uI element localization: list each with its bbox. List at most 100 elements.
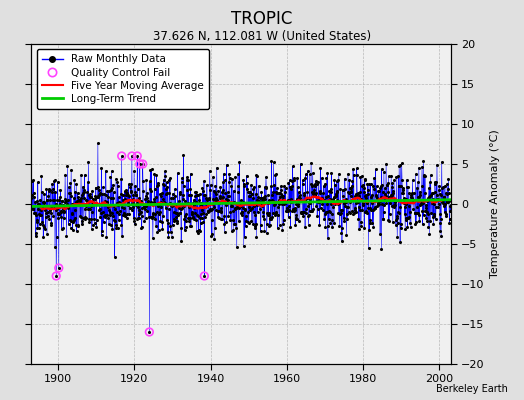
Point — [163, 190, 171, 196]
Point — [104, 204, 112, 210]
Point — [81, 214, 90, 220]
Point — [269, 198, 278, 204]
Point — [368, 183, 377, 190]
Point — [412, 210, 421, 217]
Point — [431, 189, 440, 195]
Point — [128, 196, 137, 203]
Point — [62, 198, 70, 204]
Point — [192, 228, 201, 234]
Point — [389, 188, 398, 194]
Point — [238, 209, 246, 216]
Point — [344, 189, 353, 196]
Point — [178, 205, 187, 211]
Point — [245, 189, 253, 195]
Point — [367, 200, 376, 206]
Point — [441, 201, 450, 208]
Point — [71, 189, 80, 195]
Point — [156, 191, 165, 198]
Point — [208, 206, 216, 213]
Point — [128, 204, 137, 210]
Point — [66, 180, 74, 186]
Point — [436, 216, 445, 222]
Point — [161, 173, 169, 180]
Point — [164, 234, 172, 240]
Point — [224, 197, 232, 203]
Point — [103, 212, 111, 219]
Point — [361, 176, 369, 182]
Point — [53, 178, 62, 185]
Point — [43, 208, 52, 215]
Point — [212, 190, 221, 197]
Point — [387, 173, 396, 180]
Point — [79, 183, 87, 190]
Point — [83, 202, 92, 208]
Point — [47, 221, 56, 228]
Point — [305, 200, 313, 207]
Point — [127, 201, 136, 208]
Point — [50, 203, 59, 209]
Point — [260, 184, 269, 190]
Point — [178, 175, 186, 181]
Point — [351, 204, 359, 211]
Point — [298, 210, 306, 216]
Point — [288, 177, 297, 184]
Point — [238, 201, 246, 207]
Point — [328, 217, 336, 223]
Point — [277, 183, 285, 189]
Point — [250, 209, 258, 215]
Point — [383, 182, 391, 188]
Point — [396, 239, 405, 245]
Point — [151, 210, 159, 217]
Point — [162, 179, 171, 186]
Point — [314, 197, 323, 203]
Point — [234, 171, 242, 177]
Point — [94, 140, 102, 146]
Point — [282, 207, 291, 214]
Point — [82, 215, 90, 221]
Point — [246, 189, 254, 195]
Point — [158, 181, 167, 187]
Point — [151, 193, 160, 200]
Point — [61, 196, 69, 202]
Point — [133, 200, 141, 206]
Point — [143, 203, 151, 210]
Point — [82, 196, 91, 203]
Point — [343, 204, 352, 210]
Point — [317, 196, 325, 202]
Point — [36, 196, 44, 203]
Point — [252, 221, 260, 227]
Point — [55, 211, 63, 217]
Point — [198, 207, 206, 213]
Point — [389, 189, 397, 196]
Point — [256, 228, 265, 234]
Point — [139, 204, 148, 210]
Point — [51, 244, 59, 250]
Point — [125, 193, 134, 199]
Point — [42, 197, 51, 203]
Point — [290, 175, 298, 181]
Point — [322, 194, 330, 200]
Point — [444, 176, 453, 182]
Point — [38, 219, 46, 226]
Point — [232, 224, 240, 231]
Point — [45, 216, 53, 222]
Point — [336, 210, 345, 216]
Point — [249, 186, 257, 192]
Point — [335, 198, 344, 204]
Point — [395, 183, 403, 189]
Point — [52, 273, 60, 279]
Point — [123, 215, 131, 221]
Point — [408, 195, 417, 202]
Point — [429, 213, 437, 220]
Point — [446, 201, 455, 208]
Point — [436, 190, 445, 197]
Point — [79, 189, 87, 196]
Point — [335, 171, 343, 177]
Point — [185, 218, 193, 224]
Point — [333, 196, 341, 203]
Point — [284, 180, 292, 186]
Point — [191, 193, 200, 199]
Point — [54, 210, 63, 216]
Point — [132, 191, 140, 198]
Point — [273, 190, 281, 196]
